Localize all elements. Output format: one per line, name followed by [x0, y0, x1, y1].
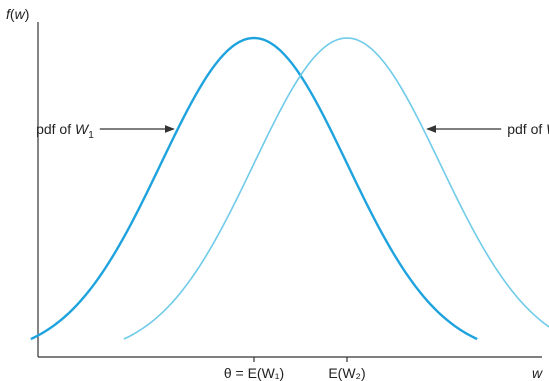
pdf-curve-1	[30, 36, 478, 341]
x-tick-label: E(W₂)	[328, 365, 365, 381]
annotation-label-1: pdf of W1	[36, 121, 94, 141]
x-ticks: θ = E(W₁) E(W₂)	[224, 357, 366, 381]
x-axis-label: w	[532, 365, 543, 381]
pdf-curve-2	[123, 37, 549, 340]
y-axis-label: f(w)	[6, 6, 29, 22]
curves	[30, 36, 549, 341]
x-tick-label: θ = E(W₁)	[224, 365, 284, 381]
annotation-label-2: pdf of W2	[507, 121, 549, 141]
annotations: pdf of W1 pdf of W2	[36, 121, 549, 141]
